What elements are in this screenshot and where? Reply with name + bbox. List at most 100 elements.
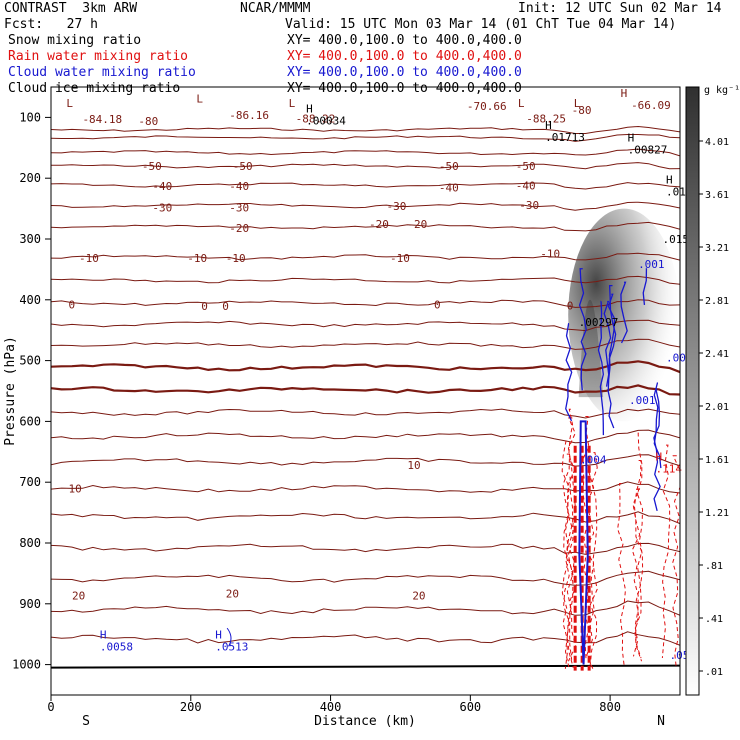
center-title: NCAR/MMMM [240,1,311,16]
extremum-symbol: L [196,93,203,106]
extremum-value: .00034 [306,114,346,127]
temperature-contour-label: -40 [229,180,249,193]
temperature-contour-label: -20 [369,218,389,231]
x-tick-label: 800 [599,700,621,714]
x-axis-label: Distance (km) [314,714,416,729]
colorbar-level-label: 3.21 [705,243,729,254]
temperature-contour [51,162,680,170]
extremum-value: .0058 [100,640,133,653]
extremum-symbol: L [574,97,581,110]
temperature-contour-label: -30 [229,201,249,214]
extremum-value: .05 [670,649,690,662]
cloud-water-contour [607,293,616,429]
temperature-contour-label: -50 [142,160,162,173]
temperature-contour-label: -88.22 [296,113,336,126]
y-tick-label: 600 [19,414,41,428]
temperature-contour-label: -88.25 [526,113,566,126]
extremum-symbol: H [545,119,552,132]
temperature-contour-label: -10 [187,252,207,265]
temperature-contour [51,360,680,374]
temperature-contour-label: -84.18 [82,113,122,126]
temperature-contour-label: -10 [540,248,560,261]
temperature-contour-label: 20 [226,587,239,600]
rain-contour [633,460,643,659]
extremum-symbol: L [66,97,73,110]
temperature-contour [51,275,680,285]
rain-contour [562,453,571,668]
extremum-value: .114 [656,463,683,476]
temperature-contour-label: -80 [138,115,158,128]
rain-contour [565,476,574,660]
field-xy-snow: XY= 400.0,100.0 to 400.0,400.0 [287,33,522,48]
forecast-hour: Fcst: 27 h [4,17,98,32]
extremum-value: .001 [629,394,656,407]
extremum-value: .015 [663,233,690,246]
colorbar-level-label: 2.81 [705,296,729,307]
cloud-water-contour [565,323,573,422]
extremum-symbol: L [289,97,296,110]
y-tick-label: 900 [19,597,41,611]
colorbar-level-label: 4.01 [705,137,729,148]
cloud-water-contour [603,300,612,387]
colorbar-level-label: 1.61 [705,455,729,466]
temperature-contour-label: -50 [439,160,459,173]
rain-contour [585,472,595,671]
temperature-contour-label: -86.16 [229,109,269,122]
x-tick-label: 0 [47,700,54,714]
cloud-water-contour [653,382,662,469]
temperature-contour [51,134,680,142]
temperature-contour-label: 0 [68,299,75,312]
cloud-water-contour [642,267,648,306]
rain-contour [566,408,576,668]
temperature-contour [51,201,680,211]
ground-line [51,664,680,669]
temperature-contour-label: -20 [407,218,427,231]
temperature-contour-label: -40 [439,181,459,194]
field-name-snow: Snow mixing ratio [8,33,142,48]
y-tick-label: 200 [19,171,41,185]
extremum-symbol: H [621,87,628,100]
field-xy-cloud-water: XY= 400.0,100.0 to 400.0,400.0 [287,65,522,80]
colorbar-level-label: .81 [705,561,723,572]
temperature-contour-label: -70.66 [467,100,507,113]
temperature-contour-label: -80 [572,104,592,117]
extremum-value: .001 [638,258,665,271]
extremum-value: .00297 [579,316,619,329]
temperature-contour [51,429,680,444]
cloud-water-contour [578,268,587,391]
y-tick-label: 300 [19,232,41,246]
rain-contour [589,452,598,666]
temperature-contour [51,408,680,419]
x-tick-label: 600 [459,700,481,714]
temperature-contour [51,319,680,332]
cloud-water-contour [620,281,628,344]
extremum-symbol: H [666,173,673,186]
rain-contour [672,455,680,669]
temperature-contour-label: -30 [386,200,406,213]
temperature-contour-label: 0 [201,300,208,313]
y-tick-label: 400 [19,293,41,307]
y-tick-label: 1000 [12,658,41,672]
field-name-cloud-ice: Cloud ice mixing ratio [8,81,181,96]
temperature-contour [51,125,680,134]
field-name-rain: Rain water mixing ratio [8,49,189,64]
colorbar-units: g kg⁻¹ [704,85,740,96]
colorbar-level-label: 3.61 [705,190,729,201]
field-name-cloud-water: Cloud water mixing ratio [8,65,196,80]
rain-contour [661,444,671,659]
temperature-contour-label: 0 [434,299,441,312]
temperature-contour [51,338,680,350]
temperature-contour-label: 20 [72,589,85,602]
temperature-contour-label: -50 [233,160,253,173]
temperature-contour [51,511,680,525]
plot-frame [50,86,681,696]
extremum-symbol: H [656,451,663,464]
temperature-contour [51,221,680,232]
temperature-contour [51,299,680,308]
end-label-south: S [82,714,90,729]
colorbar-gradient [685,86,700,696]
temperature-contour-label: -50 [516,160,536,173]
temperature-contour [51,600,680,616]
colorbar-level-label: .01 [705,667,723,678]
